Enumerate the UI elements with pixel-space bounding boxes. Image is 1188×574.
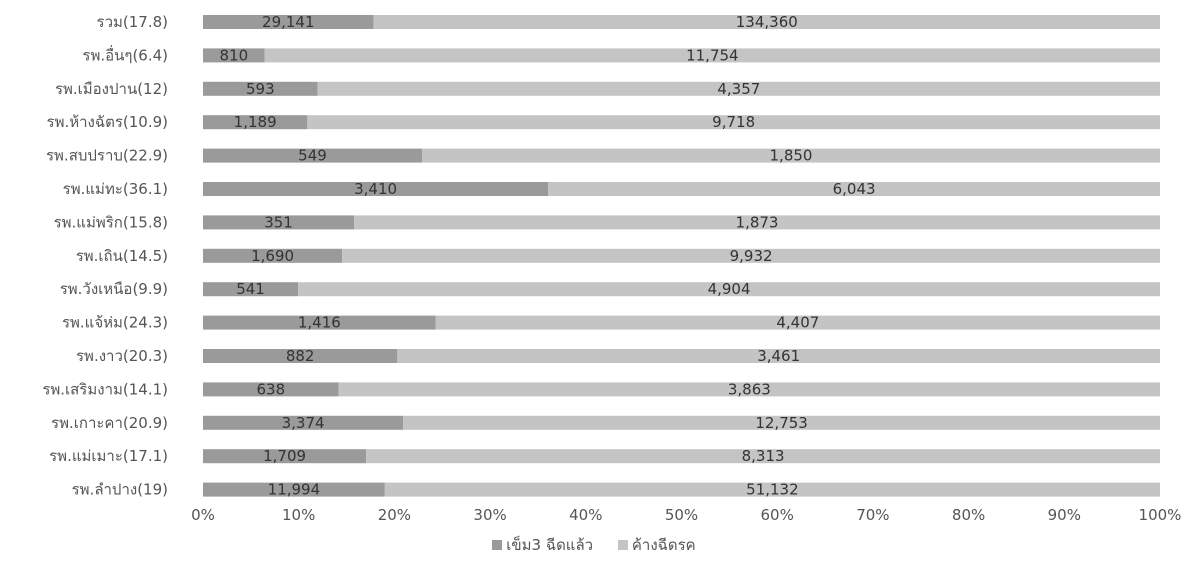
category-label: รพ.แจ้ห่ม(24.3) — [62, 314, 168, 332]
data-label: 9,718 — [712, 113, 755, 131]
data-label: 541 — [236, 280, 265, 298]
data-label: 1,850 — [770, 147, 813, 165]
data-label: 1,690 — [251, 247, 294, 265]
x-tick-label: 50% — [665, 506, 698, 524]
bar-segment — [203, 449, 367, 464]
bar-segment — [203, 81, 318, 96]
x-tick-label: 60% — [761, 506, 794, 524]
bar-segment — [317, 81, 1160, 96]
data-label: 4,407 — [776, 314, 819, 332]
bar-segment — [203, 382, 339, 397]
bar-segment — [203, 182, 549, 196]
x-tick-label: 30% — [473, 506, 506, 524]
bar-segment — [548, 182, 1160, 196]
data-label: 3,374 — [282, 414, 325, 432]
data-label: 29,141 — [262, 13, 315, 31]
bar-segment — [342, 248, 1160, 263]
data-label: 351 — [264, 213, 293, 231]
chart-legend: เข็ม3 ฉีดแล้ว ค้างฉีดรค — [0, 533, 1188, 557]
category-label: รพ.ลำปาง(19) — [72, 481, 168, 499]
bar-segment — [203, 315, 436, 330]
legend-swatch-vaccinated — [492, 540, 503, 550]
bar-segment — [203, 282, 299, 297]
legend-item-vaccinated: เข็ม3 ฉีดแล้ว — [492, 533, 593, 557]
category-label: รพ.วังเหนือ(9.9) — [60, 280, 168, 298]
bar-segment — [203, 148, 423, 163]
category-label: รพ.แม่พริก(15.8) — [54, 213, 168, 231]
category-label: รพ.เถิน(14.5) — [76, 247, 168, 265]
data-label: 6,043 — [833, 180, 876, 198]
category-label: รพ.ห้างฉัตร(10.9) — [47, 113, 168, 131]
data-label: 1,709 — [263, 447, 306, 465]
bar-segment — [384, 482, 1160, 497]
bar-segment — [373, 15, 1160, 29]
data-label: 8,313 — [742, 447, 785, 465]
x-tick-label: 10% — [282, 506, 315, 524]
bar-segment — [203, 15, 374, 29]
data-label: 810 — [220, 46, 249, 64]
bar-segment — [264, 48, 1160, 63]
x-tick-label: 80% — [952, 506, 985, 524]
data-label: 1,873 — [736, 213, 779, 231]
data-label: 1,189 — [234, 113, 277, 131]
bar-segment — [203, 482, 385, 497]
bar-segment — [203, 48, 265, 63]
data-label: 1,416 — [298, 314, 341, 332]
category-label: รพ.เสริมงาม(14.1) — [42, 380, 168, 398]
data-label: 51,132 — [746, 481, 799, 499]
data-label: 638 — [257, 380, 286, 398]
x-tick-label: 70% — [856, 506, 889, 524]
legend-label-vaccinated: เข็ม3 ฉีดแล้ว — [506, 536, 594, 554]
bar-segment — [298, 282, 1160, 297]
data-label: 12,753 — [755, 414, 808, 432]
data-label: 593 — [246, 80, 275, 98]
data-label: 11,754 — [686, 46, 739, 64]
bar-segment — [397, 349, 1160, 363]
category-label: รพ.งาว(20.3) — [76, 347, 168, 365]
category-label: รพ.แม่ทะ(36.1) — [63, 180, 168, 198]
data-label: 549 — [298, 147, 327, 165]
data-label: 3,863 — [728, 380, 771, 398]
bar-segment — [203, 349, 398, 363]
data-label: 882 — [286, 347, 315, 365]
x-tick-label: 0% — [191, 506, 215, 524]
data-label: 9,932 — [730, 247, 773, 265]
x-tick-label: 40% — [569, 506, 602, 524]
bar-segment — [203, 415, 404, 430]
data-label: 134,360 — [736, 13, 798, 31]
bar-segment — [435, 315, 1160, 330]
bar-segment — [307, 115, 1160, 130]
bar-segment — [203, 215, 355, 230]
category-label: รพ.อื่นๆ(6.4) — [82, 44, 168, 64]
legend-label-pending: ค้างฉีดรค — [631, 536, 696, 554]
x-tick-label: 100% — [1139, 506, 1182, 524]
bar-segment — [354, 215, 1160, 230]
data-label: 4,357 — [717, 80, 760, 98]
bar-segment — [403, 415, 1160, 430]
category-label: รพ.เกาะคา(20.9) — [51, 414, 168, 432]
data-label: 11,994 — [268, 481, 321, 499]
data-label: 4,904 — [708, 280, 751, 298]
category-label: รพ.เมืองปาน(12) — [55, 80, 168, 98]
data-label: 3,410 — [354, 180, 397, 198]
bar-segment — [203, 115, 308, 130]
category-label: รพ.แม่เมาะ(17.1) — [49, 447, 168, 465]
category-label: รวม(17.8) — [97, 13, 168, 31]
bar-segment — [203, 248, 343, 263]
bar-segment — [366, 449, 1161, 464]
legend-item-pending: ค้างฉีดรค — [617, 533, 696, 557]
data-label: 3,461 — [757, 347, 800, 365]
bar-segment — [338, 382, 1160, 397]
x-tick-label: 90% — [1048, 506, 1081, 524]
bar-segment — [422, 148, 1160, 163]
legend-swatch-pending — [617, 540, 628, 550]
category-label: รพ.สบปราบ(22.9) — [46, 147, 168, 165]
x-tick-label: 20% — [378, 506, 411, 524]
